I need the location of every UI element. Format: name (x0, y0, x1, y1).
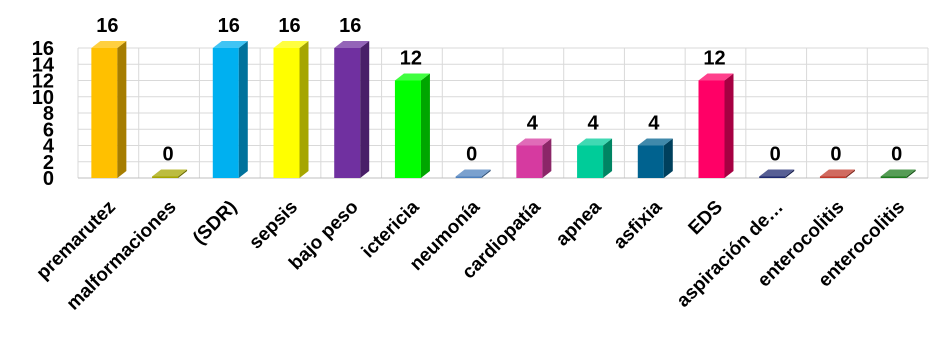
bar-7 (455, 169, 491, 178)
bar-14 (880, 169, 916, 178)
data-label: 16 (339, 15, 361, 37)
bar-top (698, 73, 734, 81)
bar-top (273, 41, 309, 48)
bar-side (299, 41, 309, 178)
bar-12 (759, 169, 795, 178)
bar-top (212, 41, 248, 48)
bar-side (663, 138, 673, 178)
bar-5 (334, 41, 370, 178)
gridlines (77, 47, 929, 179)
bar-top (637, 138, 673, 146)
bar-front (880, 176, 907, 178)
y-tick-label: 6 (43, 119, 54, 141)
bar-front (819, 176, 846, 178)
data-label: 16 (278, 15, 300, 37)
x-tick-label: sepsis (245, 197, 302, 254)
bar-side (906, 169, 916, 178)
bar-side (238, 41, 248, 178)
bar-front (91, 48, 118, 178)
data-labels: 16 0 16 16 16 12 0 4 4 4 12 0 0 0 (96, 15, 902, 166)
bar-9 (577, 138, 613, 178)
bar-front (577, 145, 604, 178)
bar-top (91, 41, 127, 48)
data-label: 4 (588, 113, 600, 135)
bar-3 (212, 41, 248, 178)
data-label: 4 (527, 113, 539, 135)
bar-front (455, 176, 482, 178)
data-label: 0 (891, 144, 902, 166)
bar-top (394, 73, 430, 81)
bar-2 (152, 169, 188, 178)
data-label: 0 (830, 144, 841, 166)
bar-4 (273, 41, 309, 178)
x-tick-label: aspiración de… (673, 197, 788, 312)
bar-side (724, 73, 734, 178)
x-tick-label: apnea (552, 196, 606, 250)
bars (91, 41, 916, 178)
bar-top (880, 169, 916, 177)
data-label: 4 (648, 113, 660, 135)
data-label: 12 (703, 48, 725, 70)
bar-side (360, 41, 370, 178)
bar-front (334, 48, 361, 178)
bar-top (516, 138, 552, 146)
x-tick-label: EDS (685, 197, 727, 239)
y-tick-label: 12 (32, 71, 54, 93)
data-label: 0 (466, 144, 477, 166)
bar-top (455, 169, 491, 177)
bar-front (516, 145, 543, 178)
bar-side (603, 138, 613, 178)
y-tick-label: 10 (32, 87, 54, 109)
bar-top (577, 138, 613, 146)
bar-top (819, 169, 855, 177)
bar-10 (637, 138, 673, 178)
bar-top (152, 169, 188, 177)
bar-front (637, 145, 664, 178)
bar-side (178, 169, 188, 178)
bar-1 (91, 41, 127, 178)
x-tick-label: malformaciones (63, 197, 181, 315)
bar-side (542, 138, 552, 178)
x-tick-label: (SDR) (189, 197, 241, 249)
bar-13 (819, 169, 855, 178)
bar-top (334, 41, 370, 48)
data-label: 16 (218, 15, 240, 37)
data-label: 12 (400, 48, 422, 70)
bar-side (420, 73, 430, 178)
y-tick-label: 2 (43, 152, 54, 174)
x-tick-label: asfixia (610, 196, 667, 253)
bar-front (152, 176, 179, 178)
bar-front (759, 176, 786, 178)
bar-11 (698, 73, 734, 178)
data-label: 16 (96, 15, 118, 37)
bar-side (785, 169, 795, 178)
bar-front (212, 48, 239, 178)
bar-side (845, 169, 855, 178)
y-tick-label: 14 (32, 54, 55, 76)
data-label: 0 (163, 144, 174, 166)
bar-side (117, 41, 127, 178)
bar-top (759, 169, 795, 177)
y-tick-label: 16 (32, 38, 54, 60)
bar-front (394, 80, 421, 178)
bar-8 (516, 138, 552, 178)
y-tick-label: 0 (43, 168, 54, 190)
data-label: 0 (770, 144, 781, 166)
y-tick-label: 8 (43, 103, 54, 125)
bar-6 (394, 73, 430, 178)
bar-front (273, 48, 300, 178)
y-tick-label: 4 (43, 136, 55, 158)
bar-side (481, 169, 491, 178)
bar-front (698, 80, 725, 178)
